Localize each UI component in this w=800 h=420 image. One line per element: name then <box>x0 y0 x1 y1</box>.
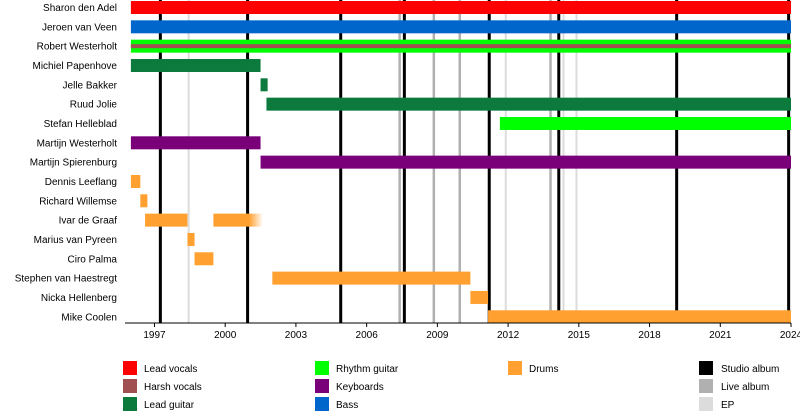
legend-label-studio-album: Studio album <box>721 364 779 375</box>
member-labels: Sharon den Adel Jeroen van Veen Robert Wes… <box>15 3 118 323</box>
legend-swatch-live-album <box>699 379 713 393</box>
x-axis: 1997 2000 2003 2006 2009 2012 2015 2018 2021 2024 <box>125 322 800 341</box>
member-label-ciro-palma: Ciro Palma <box>68 254 118 265</box>
legend-label-lead-guitar: Lead guitar <box>144 400 195 411</box>
member-label-marius-van-pyreen: Marius van Pyreen <box>34 235 117 246</box>
member-label-michiel-papenhove: Michiel Papenhove <box>33 61 118 72</box>
bar-mike-coolen-drums <box>488 310 791 324</box>
bar-richard-willemse-drums <box>140 194 148 208</box>
legend-swatch-keyboards <box>315 379 329 393</box>
member-label-dennis-leeflang: Dennis Leeflang <box>45 177 117 188</box>
legend-swatch-bass <box>315 397 329 411</box>
legend-label-keyboards: Keyboards <box>336 382 384 393</box>
legend-label-drums: Drums <box>529 364 558 375</box>
x-tick-label: 2018 <box>638 330 661 341</box>
member-label-stefan-helleblad: Stefan Helleblad <box>44 119 117 130</box>
legend-label-bass: Bass <box>336 400 358 411</box>
member-label-nicka-hellenberg: Nicka Hellenberg <box>41 293 117 304</box>
bar-sharon-den-adel-lead-vocals <box>130 1 791 14</box>
member-label-stephen-van-haestregt: Stephen van Haestregt <box>15 274 118 285</box>
member-bars <box>130 1 792 324</box>
legend-label-live-album: Live album <box>721 382 769 393</box>
bar-marius-van-pyreen-drums <box>187 232 195 246</box>
member-label-jelle-bakker: Jelle Bakker <box>63 80 118 91</box>
legend-label-ep: EP <box>721 400 735 411</box>
x-tick-label: 2000 <box>214 330 237 341</box>
x-tick-label: 2012 <box>497 330 520 341</box>
member-label-sharon-den-adel: Sharon den Adel <box>43 3 117 14</box>
bar-ruud-jolie-lead-guitar <box>266 97 792 111</box>
bar-nicka-hellenberg-drums <box>470 290 489 304</box>
bar-jeroen-van-veen-bass <box>130 20 791 34</box>
legend-swatch-lead-vocals <box>123 361 137 375</box>
x-tick-label: 2003 <box>285 330 308 341</box>
member-label-robert-westerholt: Robert Westerholt <box>37 42 118 53</box>
x-tick-label: 2021 <box>709 330 732 341</box>
bar-ciro-palma-drums <box>194 252 214 266</box>
bar-jelle-bakker-lead-guitar <box>260 78 268 92</box>
bar-robert-westerholt-harsh-vocals <box>130 44 791 49</box>
x-tick-label: 2009 <box>426 330 449 341</box>
legend-label-lead-vocals: Lead vocals <box>144 364 197 375</box>
bar-dennis-leeflang-drums <box>130 174 141 188</box>
bar-stefan-helleblad-rhythm-guitar <box>499 116 791 130</box>
member-label-martijn-westerholt: Martijn Westerholt <box>37 138 118 149</box>
legend: Lead vocals Harsh vocals Lead guitar Rhythm… <box>123 361 779 411</box>
legend-swatch-rhythm-guitar <box>315 361 329 375</box>
bar-michiel-papenhove-lead-guitar <box>130 58 261 72</box>
member-label-mike-coolen: Mike Coolen <box>61 312 117 323</box>
bar-ivar-de-graaf-drums <box>213 213 263 227</box>
member-label-ivar-de-graaf: Ivar de Graaf <box>59 216 118 227</box>
member-label-richard-willemse: Richard Willemse <box>39 196 117 207</box>
x-tick-label: 2015 <box>568 330 591 341</box>
bar-martijn-westerholt-keyboards <box>130 136 261 150</box>
member-label-ruud-jolie: Ruud Jolie <box>70 100 118 111</box>
legend-swatch-studio-album <box>699 361 713 375</box>
member-label-jeroen-van-veen: Jeroen van Veen <box>42 22 117 33</box>
legend-label-harsh-vocals: Harsh vocals <box>144 382 202 393</box>
bar-martijn-spierenburg-keyboards <box>260 155 792 169</box>
x-tick-label: 2006 <box>356 330 379 341</box>
legend-swatch-harsh-vocals <box>123 379 137 393</box>
legend-label-rhythm-guitar: Rhythm guitar <box>336 364 399 375</box>
x-tick-label: 1997 <box>143 330 166 341</box>
bar-ivar-de-graaf-drums <box>145 213 188 227</box>
legend-swatch-ep <box>699 397 713 411</box>
bar-stephen-van-haestregt-drums <box>272 271 471 285</box>
legend-swatch-drums <box>508 361 522 375</box>
legend-swatch-lead-guitar <box>123 397 137 411</box>
x-tick-label: 2024 <box>780 330 800 341</box>
member-label-martijn-spierenburg: Martijn Spierenburg <box>30 158 117 169</box>
